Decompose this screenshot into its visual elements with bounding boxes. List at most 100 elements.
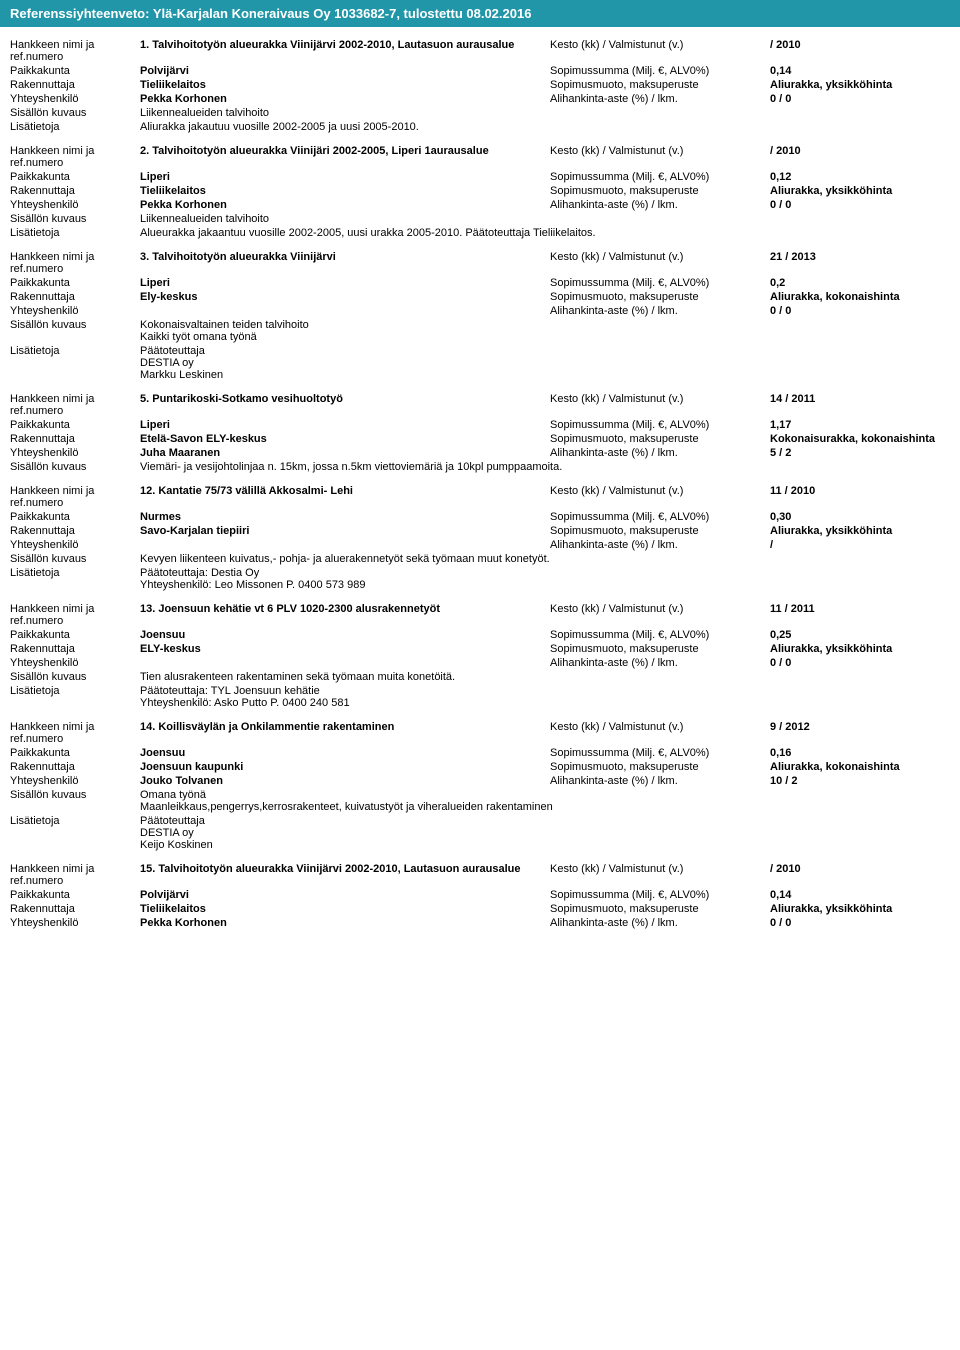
metric-label: Alihankinta-aste (%) / lkm.	[550, 447, 770, 459]
field-value: 2. Talvihoitotyön alueurakka Viinijäri 2…	[140, 145, 550, 169]
metric-label: Kesto (kk) / Valmistunut (v.)	[550, 485, 770, 509]
field-label: Yhteyshenkilö	[10, 917, 140, 929]
field-value: Nurmes	[140, 511, 550, 523]
metric-value: Aliurakka, yksikköhinta	[770, 185, 950, 197]
field-label: Lisätietoja	[10, 685, 140, 709]
project-block: Hankkeen nimi ja ref.numero13. Joensuun …	[10, 603, 950, 709]
metric-value: 0,2	[770, 277, 950, 289]
data-row: Hankkeen nimi ja ref.numero13. Joensuun …	[10, 603, 950, 627]
data-row: LisätietojaPäätoteuttaja: TYL Joensuun k…	[10, 685, 950, 709]
data-row: PaikkakuntaNurmesSopimussumma (Milj. €, …	[10, 511, 950, 523]
field-label: Yhteyshenkilö	[10, 447, 140, 459]
field-label: Paikkakunta	[10, 171, 140, 183]
metric-value: 0 / 0	[770, 305, 950, 317]
data-row: RakennuttajaTieliikelaitosSopimusmuoto, …	[10, 185, 950, 197]
data-row: Hankkeen nimi ja ref.numero15. Talvihoit…	[10, 863, 950, 887]
metric-label: Alihankinta-aste (%) / lkm.	[550, 657, 770, 669]
field-label: Paikkakunta	[10, 65, 140, 77]
metric-value: 0 / 0	[770, 93, 950, 105]
field-value: 12. Kantatie 75/73 välillä Akkosalmi- Le…	[140, 485, 550, 509]
field-label: Hankkeen nimi ja ref.numero	[10, 39, 140, 63]
data-row: YhteyshenkilöPekka KorhonenAlihankinta-a…	[10, 199, 950, 211]
metric-label: Kesto (kk) / Valmistunut (v.)	[550, 145, 770, 169]
field-value: Savo-Karjalan tiepiiri	[140, 525, 550, 537]
field-value: Viemäri- ja vesijohtolinjaa n. 15km, jos…	[140, 461, 950, 473]
field-label: Lisätietoja	[10, 345, 140, 381]
field-label: Hankkeen nimi ja ref.numero	[10, 721, 140, 745]
field-value: 14. Koillisväylän ja Onkilammentie raken…	[140, 721, 550, 745]
data-row: YhteyshenkilöPekka KorhonenAlihankinta-a…	[10, 917, 950, 929]
data-row: LisätietojaPäätoteuttajaDESTIA oyKeijo K…	[10, 815, 950, 851]
field-label: Sisällön kuvaus	[10, 107, 140, 119]
data-row: Hankkeen nimi ja ref.numero12. Kantatie …	[10, 485, 950, 509]
data-row: YhteyshenkilöAlihankinta-aste (%) / lkm.…	[10, 657, 950, 669]
metric-label: Sopimussumma (Milj. €, ALV0%)	[550, 171, 770, 183]
field-label: Lisätietoja	[10, 227, 140, 239]
metric-value: 0,14	[770, 65, 950, 77]
data-row: Hankkeen nimi ja ref.numero5. Puntarikos…	[10, 393, 950, 417]
metric-label: Kesto (kk) / Valmistunut (v.)	[550, 251, 770, 275]
field-value: PäätoteuttajaDESTIA oyMarkku Leskinen	[140, 345, 950, 381]
projects-list: Hankkeen nimi ja ref.numero1. Talvihoito…	[0, 39, 960, 939]
data-row: YhteyshenkilöJuha MaaranenAlihankinta-as…	[10, 447, 950, 459]
metric-label: Kesto (kk) / Valmistunut (v.)	[550, 39, 770, 63]
data-row: Hankkeen nimi ja ref.numero1. Talvihoito…	[10, 39, 950, 63]
data-row: RakennuttajaTieliikelaitosSopimusmuoto, …	[10, 903, 950, 915]
data-row: LisätietojaPäätoteuttaja: Destia OyYhtey…	[10, 567, 950, 591]
metric-label: Alihankinta-aste (%) / lkm.	[550, 775, 770, 787]
project-block: Hankkeen nimi ja ref.numero1. Talvihoito…	[10, 39, 950, 133]
data-row: PaikkakuntaJoensuuSopimussumma (Milj. €,…	[10, 747, 950, 759]
data-row: LisätietojaAlueurakka jakaantuu vuosille…	[10, 227, 950, 239]
field-value: PäätoteuttajaDESTIA oyKeijo Koskinen	[140, 815, 950, 851]
metric-label: Sopimusmuoto, maksuperuste	[550, 761, 770, 773]
field-value: Polvijärvi	[140, 889, 550, 901]
data-row: RakennuttajaELY-keskusSopimusmuoto, maks…	[10, 643, 950, 655]
metric-value: 0,12	[770, 171, 950, 183]
metric-value: / 2010	[770, 863, 950, 887]
project-block: Hankkeen nimi ja ref.numero3. Talvihoito…	[10, 251, 950, 381]
field-label: Rakennuttaja	[10, 643, 140, 655]
field-value: Jouko Tolvanen	[140, 775, 550, 787]
field-value: Liikennealueiden talvihoito	[140, 213, 950, 225]
data-row: RakennuttajaEtelä-Savon ELY-keskusSopimu…	[10, 433, 950, 445]
field-value: Liikennealueiden talvihoito	[140, 107, 950, 119]
metric-label: Sopimussumma (Milj. €, ALV0%)	[550, 511, 770, 523]
field-value: Etelä-Savon ELY-keskus	[140, 433, 550, 445]
metric-label: Alihankinta-aste (%) / lkm.	[550, 199, 770, 211]
field-label: Hankkeen nimi ja ref.numero	[10, 145, 140, 169]
field-label: Sisällön kuvaus	[10, 461, 140, 473]
metric-value: 5 / 2	[770, 447, 950, 459]
metric-value: 1,17	[770, 419, 950, 431]
field-label: Yhteyshenkilö	[10, 539, 140, 551]
data-row: LisätietojaAliurakka jakautuu vuosille 2…	[10, 121, 950, 133]
metric-value: 10 / 2	[770, 775, 950, 787]
metric-label: Kesto (kk) / Valmistunut (v.)	[550, 603, 770, 627]
metric-value: Aliurakka, kokonaishinta	[770, 761, 950, 773]
metric-label: Sopimussumma (Milj. €, ALV0%)	[550, 277, 770, 289]
metric-value: Aliurakka, yksikköhinta	[770, 525, 950, 537]
field-label: Lisätietoja	[10, 815, 140, 851]
data-row: RakennuttajaJoensuun kaupunkiSopimusmuot…	[10, 761, 950, 773]
field-value: ELY-keskus	[140, 643, 550, 655]
metric-label: Sopimusmuoto, maksuperuste	[550, 643, 770, 655]
metric-label: Alihankinta-aste (%) / lkm.	[550, 93, 770, 105]
field-label: Yhteyshenkilö	[10, 305, 140, 317]
metric-value: Kokonaisurakka, kokonaishinta	[770, 433, 950, 445]
field-label: Paikkakunta	[10, 747, 140, 759]
metric-label: Sopimusmuoto, maksuperuste	[550, 291, 770, 303]
field-value: 15. Talvihoitotyön alueurakka Viinijärvi…	[140, 863, 550, 887]
metric-value: 0,16	[770, 747, 950, 759]
metric-label: Alihankinta-aste (%) / lkm.	[550, 539, 770, 551]
field-value: Alueurakka jakaantuu vuosille 2002-2005,…	[140, 227, 950, 239]
project-block: Hankkeen nimi ja ref.numero12. Kantatie …	[10, 485, 950, 591]
project-block: Hankkeen nimi ja ref.numero5. Puntarikos…	[10, 393, 950, 473]
field-value: 13. Joensuun kehätie vt 6 PLV 1020-2300 …	[140, 603, 550, 627]
field-value: Kokonaisvaltainen teiden talvihoitoKaikk…	[140, 319, 950, 343]
field-value: Tieliikelaitos	[140, 185, 550, 197]
metric-value: 0,30	[770, 511, 950, 523]
field-label: Hankkeen nimi ja ref.numero	[10, 485, 140, 509]
metric-label: Alihankinta-aste (%) / lkm.	[550, 305, 770, 317]
field-label: Sisällön kuvaus	[10, 553, 140, 565]
data-row: PaikkakuntaLiperiSopimussumma (Milj. €, …	[10, 419, 950, 431]
field-value: Joensuu	[140, 747, 550, 759]
